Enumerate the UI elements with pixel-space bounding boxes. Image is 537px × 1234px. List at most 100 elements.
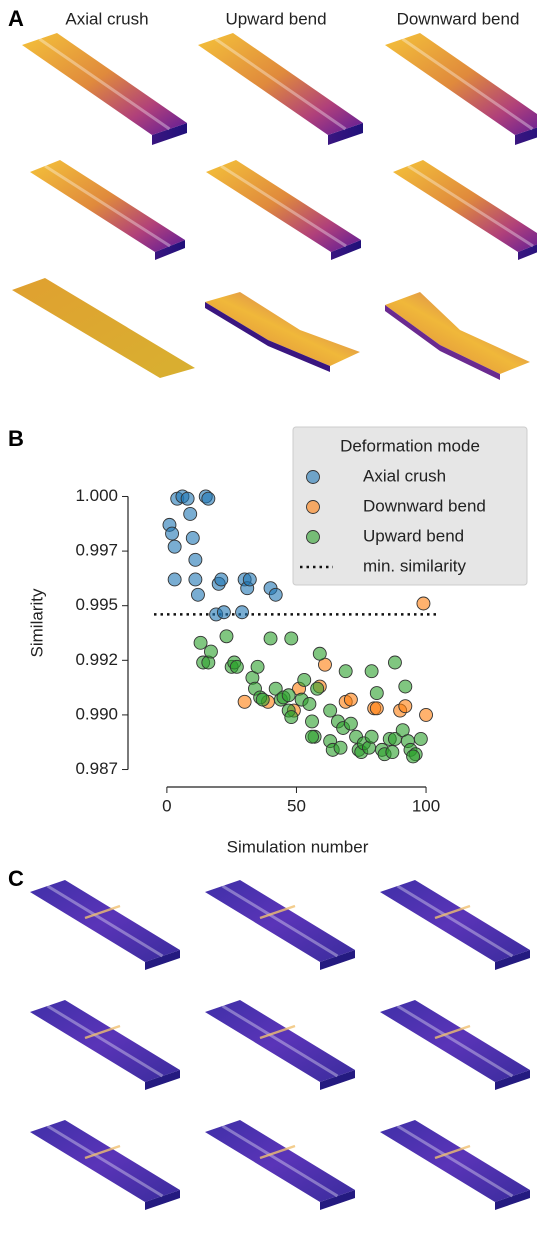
render-side <box>205 302 330 372</box>
y-axis-label: Similarity <box>27 588 46 657</box>
render-surface <box>12 278 195 378</box>
point <box>214 572 229 587</box>
column-title: Downward bend <box>397 9 520 28</box>
render-side <box>152 123 187 145</box>
legend-label: min. similarity <box>363 556 466 575</box>
point <box>310 681 325 696</box>
point <box>188 552 203 567</box>
point <box>369 686 384 701</box>
point <box>167 572 182 587</box>
point <box>387 655 402 670</box>
x-tick-label: 50 <box>287 796 306 815</box>
render-side <box>331 240 361 260</box>
legend-box <box>292 426 528 586</box>
point <box>302 697 317 711</box>
point <box>333 740 348 755</box>
render-surface <box>380 880 530 962</box>
point <box>203 644 218 659</box>
render-ridge <box>46 884 164 958</box>
point <box>250 659 265 674</box>
point <box>364 729 379 744</box>
legend-marker <box>306 500 320 514</box>
point <box>165 526 180 541</box>
render-crease <box>434 1024 471 1040</box>
panel-label: A <box>8 6 24 31</box>
render-side <box>320 950 355 970</box>
render-crease <box>84 1024 121 1040</box>
render-crease <box>84 1144 121 1160</box>
render-surface <box>30 1120 180 1202</box>
render-side <box>155 240 185 260</box>
render-ridge <box>396 1004 514 1078</box>
render-side <box>518 244 537 260</box>
point <box>268 587 283 602</box>
render-ridge <box>401 37 534 131</box>
point <box>235 605 249 620</box>
panel-label: B <box>8 426 24 451</box>
point <box>413 731 428 746</box>
point <box>284 710 299 725</box>
x-axis-label: Simulation number <box>227 837 369 856</box>
point <box>406 749 421 764</box>
point <box>398 679 413 694</box>
renders <box>12 33 537 1210</box>
render-side <box>145 1070 180 1090</box>
render-surface <box>385 33 537 135</box>
render-side <box>495 950 530 970</box>
point <box>419 707 433 722</box>
point <box>188 572 203 587</box>
render-ridge <box>396 1124 514 1198</box>
point <box>191 587 205 602</box>
render-crease <box>259 1024 296 1040</box>
render-side <box>495 1190 530 1210</box>
x-tick-label: 0 <box>162 796 171 815</box>
point <box>183 507 198 521</box>
render-surface <box>205 1120 355 1202</box>
render-ridge <box>46 1124 164 1198</box>
render-surface <box>30 160 185 252</box>
render-surface <box>30 880 180 962</box>
render-ridge <box>38 37 171 131</box>
point <box>398 699 413 714</box>
y-tick-label: 0.997 <box>75 541 118 560</box>
render-surface <box>30 1000 180 1082</box>
legend-title: Deformation mode <box>340 436 480 455</box>
point <box>229 659 244 674</box>
legend-marker <box>306 530 320 544</box>
point <box>416 596 431 611</box>
point <box>237 694 252 709</box>
point <box>185 531 200 545</box>
render-surface <box>380 1000 530 1082</box>
render-ridge <box>44 164 171 248</box>
render-surface <box>393 160 537 252</box>
render-side <box>145 950 180 970</box>
render-side <box>320 1190 355 1210</box>
point <box>180 491 195 506</box>
render-ridge <box>221 1124 339 1198</box>
point <box>167 539 182 554</box>
legend-label: Axial crush <box>363 466 446 485</box>
point <box>305 714 319 729</box>
point <box>297 673 312 687</box>
point <box>364 664 379 679</box>
render-ridge <box>214 37 347 131</box>
panel-label: C <box>8 866 24 891</box>
legend-label: Downward bend <box>363 496 486 515</box>
render-surface <box>380 1120 530 1202</box>
render-surface <box>205 292 360 366</box>
render-ridge <box>221 1004 339 1078</box>
render-ridge <box>220 164 347 248</box>
y-tick-label: 0.992 <box>75 650 118 669</box>
point <box>193 635 208 650</box>
point <box>263 631 278 646</box>
render-side <box>515 127 537 145</box>
point <box>201 491 216 506</box>
point <box>369 701 384 716</box>
y-tick-label: 1.000 <box>75 486 118 505</box>
render-side <box>320 1070 355 1090</box>
render-ridge <box>407 164 534 248</box>
legend-label: Upward bend <box>363 526 464 545</box>
render-surface <box>206 160 361 252</box>
render-ridge <box>221 884 339 958</box>
